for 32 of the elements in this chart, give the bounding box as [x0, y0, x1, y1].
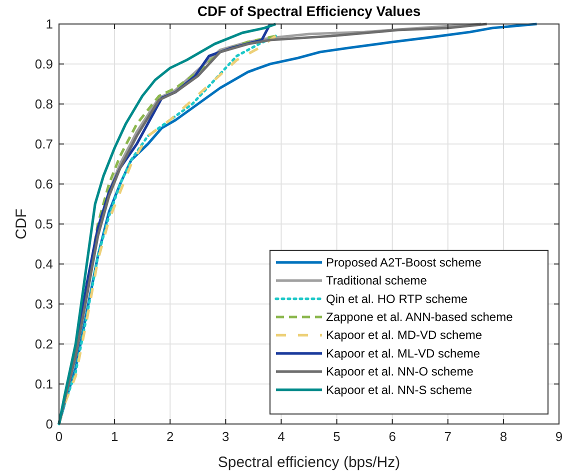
x-tick-label: 9: [555, 429, 563, 444]
y-axis-title: CDF: [13, 208, 30, 240]
y-tick-label: 0.4: [34, 256, 53, 272]
y-tick-label: 0.9: [34, 56, 53, 72]
x-tick-label: 5: [333, 429, 340, 444]
x-tick-label: 1: [110, 429, 118, 444]
legend-label: Kapoor et al. ML-VD scheme: [326, 346, 480, 360]
legend-label: Kapoor et al. NN-S scheme: [326, 382, 472, 397]
x-tick-label: 3: [222, 429, 230, 444]
legend-label: Kapoor et al. NN-O scheme: [326, 364, 474, 379]
x-tick-label: 0: [55, 429, 63, 444]
y-tick-label: 0.6: [34, 176, 53, 192]
y-tick-label: 0.3: [34, 296, 53, 312]
legend-label: Zappone et al. ANN-based scheme: [326, 310, 514, 324]
x-tick-label: 8: [500, 429, 508, 444]
legend-label: Kapoor et al. MD-VD scheme: [326, 328, 482, 342]
y-tick-label: 0.1: [34, 376, 53, 392]
legend-label: Traditional scheme: [326, 274, 428, 288]
y-tick-label: 0.7: [34, 136, 53, 152]
x-axis-title: Spectral efficiency (bps/Hz): [218, 454, 400, 471]
y-tick-label: 0.2: [34, 336, 53, 352]
x-tick-label: 7: [444, 429, 452, 444]
y-tick-label: 0: [46, 416, 53, 432]
x-tick-label: 6: [388, 429, 396, 444]
legend-label: Qin et al. HO RTP scheme: [326, 292, 468, 306]
y-tick-label: 1: [46, 16, 53, 32]
x-tick-label: 4: [278, 429, 285, 444]
legend-label: Proposed A2T-Boost scheme: [326, 255, 482, 270]
y-tick-label: 0.5: [34, 216, 53, 232]
x-tick-label: 2: [166, 429, 174, 444]
y-tick-label: 0.8: [34, 96, 53, 112]
chart-title: CDF of Spectral Efficiency Values: [197, 3, 421, 19]
